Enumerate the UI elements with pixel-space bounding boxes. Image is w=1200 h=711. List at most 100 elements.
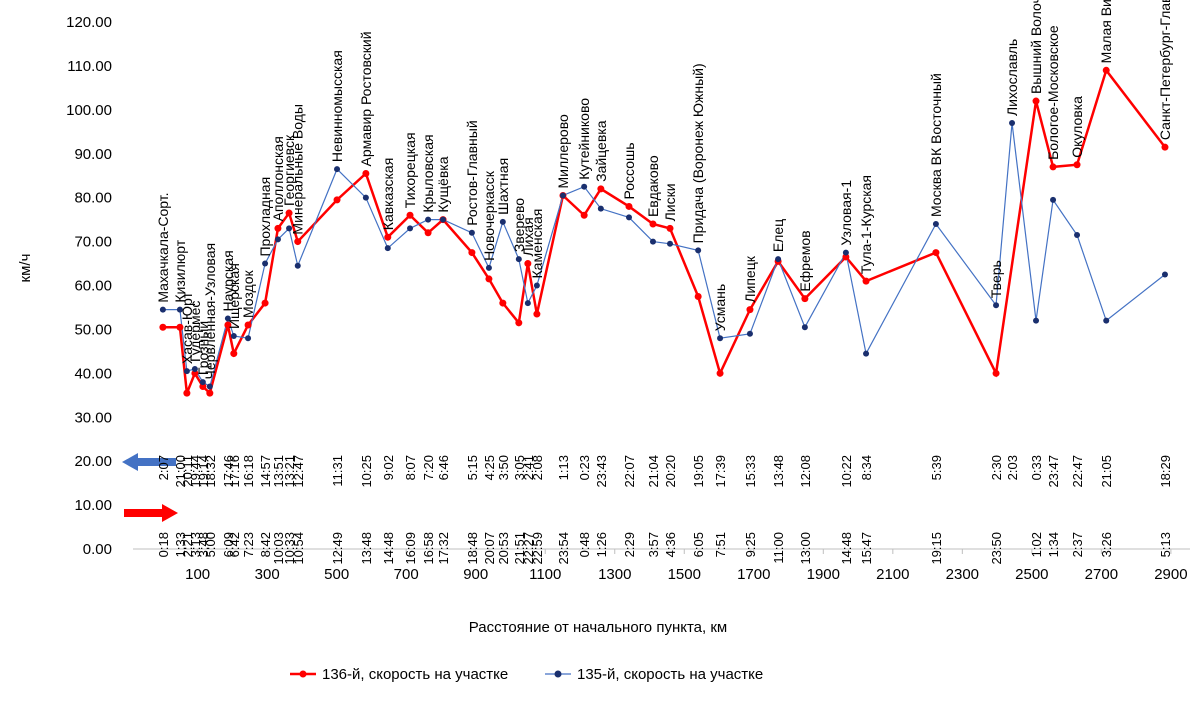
data-point: [746, 306, 754, 314]
data-point: [362, 170, 370, 178]
time-label: 3:50: [496, 455, 511, 480]
direction-arrow-135: [122, 453, 176, 471]
time-label: 18:29: [1158, 455, 1173, 488]
data-point: [1032, 97, 1040, 105]
data-point: [224, 321, 232, 329]
time-label: 21:05: [1099, 455, 1114, 488]
x-tick-label: 2300: [946, 566, 979, 583]
data-point: [294, 238, 302, 246]
time-label: 3:13: [188, 532, 203, 557]
data-point: [1102, 66, 1110, 74]
y-tick-label: 90.00: [74, 146, 112, 163]
time-label: 20:20: [663, 455, 678, 488]
data-point: [262, 260, 269, 267]
data-point: [1161, 271, 1168, 278]
time-label: 20:07: [482, 532, 497, 565]
time-label: 17:32: [436, 532, 451, 565]
data-point: [580, 211, 588, 219]
station-name: Тверь: [988, 260, 1004, 298]
data-point: [206, 389, 214, 397]
time-label: 22:27: [521, 532, 536, 565]
x-tick-label: 1700: [737, 566, 770, 583]
time-label: 16:58: [421, 532, 436, 565]
data-point: [468, 229, 475, 236]
data-point: [932, 221, 939, 228]
data-point: [424, 229, 432, 237]
time-label: 13:48: [771, 455, 786, 488]
time-label: 1:33: [173, 532, 188, 557]
station-name: Кавказская: [380, 158, 396, 231]
time-label: 5:13: [1158, 532, 1173, 557]
data-point: [863, 350, 870, 357]
time-label: 16:18: [241, 455, 256, 488]
time-label: 13:21: [282, 455, 297, 488]
time-label: 2:30: [989, 455, 1004, 480]
time-label: 5:00: [203, 532, 218, 557]
time-label: 1:26: [594, 532, 609, 557]
data-point: [666, 224, 674, 232]
time-label: 2:08: [530, 455, 545, 480]
data-point: [362, 194, 369, 201]
y-tick-label: 0.00: [83, 541, 112, 558]
data-point: [159, 323, 167, 331]
data-point: [406, 211, 414, 219]
time-label: 19:05: [691, 455, 706, 488]
station-name: Москва ВК Восточный: [928, 73, 944, 217]
x-tick-label: 300: [255, 566, 280, 583]
time-label: 2:03: [1005, 455, 1020, 480]
time-label: 23:54: [556, 532, 571, 565]
station-name: Махачкала-Сорт.: [155, 192, 171, 302]
time-label: 10:03: [271, 532, 286, 565]
data-point: [1033, 317, 1040, 324]
data-point: [694, 292, 702, 300]
x-tick-label: 2100: [876, 566, 909, 583]
data-point: [775, 256, 782, 263]
data-point: [515, 319, 523, 327]
station-name: Санкт-Петербург-Главн.: [1157, 0, 1173, 140]
legend-label: 135-й, скорость на участке: [577, 666, 763, 683]
time-label: 14:48: [839, 532, 854, 565]
time-label: 19:14: [196, 455, 211, 488]
x-tick-label: 100: [185, 566, 210, 583]
station-name: Кизилюрт: [172, 239, 188, 302]
data-point: [842, 249, 849, 256]
time-label: 23:50: [989, 532, 1004, 565]
station-name: Зверево: [511, 198, 527, 252]
data-point: [425, 216, 432, 223]
data-point: [468, 249, 476, 257]
plot-area: 0.00 10.00 20.00 30.00 40.00 50.00 60.00 70.00 8…: [66, 0, 1190, 583]
data-point: [334, 166, 341, 173]
time-label: 22:47: [1070, 455, 1085, 488]
time-label: 2:21: [180, 532, 195, 557]
time-label: 20:53: [496, 532, 511, 565]
data-point: [261, 299, 269, 307]
data-point: [159, 306, 166, 313]
time-label: 21:00: [173, 455, 188, 488]
data-point: [286, 225, 293, 232]
data-point: [384, 233, 392, 241]
y-tick-label: 60.00: [74, 278, 112, 295]
data-point: [285, 209, 293, 217]
data-point: [199, 379, 206, 386]
time-label: 21:51: [512, 532, 527, 565]
time-label: 5:39: [929, 455, 944, 480]
time-label: 1:13: [556, 455, 571, 480]
time-label: 0:33: [1029, 455, 1044, 480]
station-name: Невинномысская: [329, 50, 345, 162]
data-point: [499, 218, 506, 225]
x-tick-label: 700: [394, 566, 419, 583]
station-name: Каменская: [529, 209, 545, 279]
data-point: [717, 335, 724, 342]
data-point: [199, 383, 207, 391]
time-label: 3:26: [1099, 532, 1114, 557]
data-point: [384, 245, 391, 252]
station-name: Ростов-Главный: [464, 120, 480, 225]
station-name: Лиски: [662, 183, 678, 221]
series-line: [162, 122, 1166, 388]
time-label: 11:31: [330, 455, 345, 487]
x-tick-label: 2700: [1085, 566, 1118, 583]
time-label: 6:42: [227, 532, 242, 557]
data-point: [245, 335, 252, 342]
station-name: Миллерово: [555, 114, 571, 188]
time-label: 12:08: [798, 455, 813, 488]
